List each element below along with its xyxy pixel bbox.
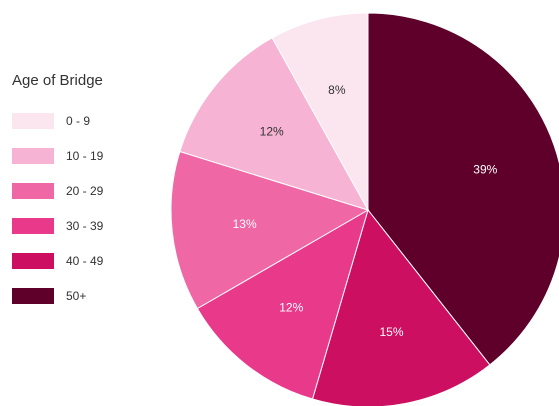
legend-swatch	[12, 217, 54, 234]
slice-label: 13%	[233, 217, 257, 231]
legend-label: 0 - 9	[66, 113, 91, 128]
legend-label: 40 - 49	[66, 253, 104, 268]
legend-items: 0 - 9 10 - 19 20 - 29 30 - 39 40 - 49 50+	[12, 103, 103, 313]
slice-label: 12%	[260, 125, 284, 139]
legend-label: 30 - 39	[66, 218, 104, 233]
legend-swatch	[12, 182, 54, 199]
pie-slice	[367, 12, 559, 366]
legend-label: 10 - 19	[66, 148, 104, 163]
legend-swatch	[12, 252, 54, 269]
pie-slice	[196, 208, 369, 400]
pie-slice	[311, 208, 491, 406]
legend-item: 10 - 19	[12, 138, 103, 173]
legend-item: 0 - 9	[12, 103, 103, 138]
pie-slice	[179, 37, 370, 211]
slice-label: 12%	[279, 301, 303, 315]
legend-item: 20 - 29	[12, 173, 103, 208]
slice-label: 8%	[328, 83, 346, 97]
legend-item: 40 - 49	[12, 243, 103, 278]
pie-slice	[271, 12, 369, 212]
legend-label: 20 - 29	[66, 183, 104, 198]
slice-label: 15%	[379, 325, 403, 339]
legend-swatch	[12, 287, 54, 304]
pie-slice	[170, 150, 370, 310]
legend-item: 50+	[12, 278, 103, 313]
legend-label: 50+	[66, 288, 87, 303]
legend: Age of Bridge 0 - 9 10 - 19 20 - 29 30 - 39…	[12, 72, 103, 313]
legend-swatch	[12, 112, 54, 129]
legend-swatch	[12, 147, 54, 164]
legend-title: Age of Bridge	[12, 72, 103, 89]
slice-label: 39%	[473, 162, 497, 176]
legend-item: 30 - 39	[12, 208, 103, 243]
